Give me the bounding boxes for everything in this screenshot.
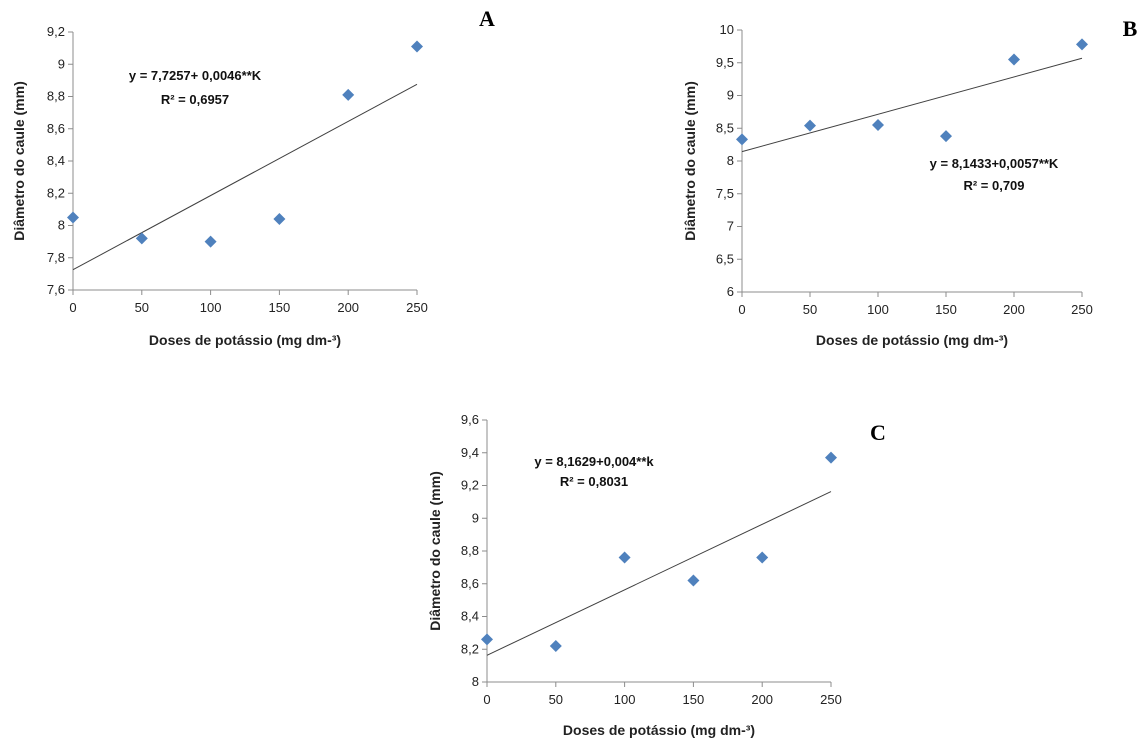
y-tick-label: 6,5 xyxy=(716,251,734,266)
y-tick-label: 8,2 xyxy=(461,641,479,656)
panel-letter: A xyxy=(479,6,495,31)
data-point xyxy=(618,551,631,564)
y-tick-label: 6 xyxy=(727,284,734,299)
data-point xyxy=(756,551,769,564)
x-tick-label: 150 xyxy=(935,302,957,317)
regression-equation: y = 8,1433+0,0057**K xyxy=(930,156,1059,171)
data-point xyxy=(1008,53,1020,66)
y-tick-label: 9 xyxy=(472,510,479,525)
r-squared-label: R² = 0,8031 xyxy=(560,474,628,489)
y-tick-label: 8,8 xyxy=(461,543,479,558)
data-point xyxy=(825,451,837,464)
y-tick-label: 9,5 xyxy=(716,55,734,70)
data-point xyxy=(687,574,700,587)
x-tick-label: 150 xyxy=(683,692,705,707)
trendline xyxy=(741,57,1083,153)
r-squared-label: R² = 0,6957 xyxy=(161,92,229,107)
x-tick-label: 100 xyxy=(614,692,636,707)
x-tick-label: 200 xyxy=(1003,302,1025,317)
y-axis-title: Diâmetro do caule (mm) xyxy=(682,81,698,240)
y-tick-label: 9 xyxy=(58,56,65,71)
x-tick-label: 50 xyxy=(549,692,563,707)
y-tick-label: 8,6 xyxy=(47,121,65,136)
y-tick-label: 9,6 xyxy=(461,412,479,427)
y-axis-title: Diâmetro do caule (mm) xyxy=(11,81,27,240)
data-point xyxy=(1076,38,1088,51)
x-axis-title: Doses de potássio (mg dm-³) xyxy=(563,722,755,738)
x-tick-label: 250 xyxy=(406,300,428,315)
x-tick-label: 250 xyxy=(820,692,842,707)
data-point xyxy=(872,118,884,131)
chart-panel-a: 7,6 7,8 8 8,2 8,4 8,6 8,8 9 9,2 0 50 100 150 200 250 Do… xyxy=(11,6,495,348)
x-tick-label: 50 xyxy=(803,302,817,317)
x-axis-title: Doses de potássio (mg dm-³) xyxy=(149,332,341,348)
y-tick-label: 8 xyxy=(58,218,65,233)
data-point xyxy=(273,213,286,226)
x-tick-label: 150 xyxy=(269,300,291,315)
trendline xyxy=(72,83,418,271)
y-tick-label: 8,5 xyxy=(716,120,734,135)
data-point xyxy=(135,232,148,245)
y-tick-label: 7,8 xyxy=(47,250,65,265)
y-tick-label: 10 xyxy=(720,22,734,37)
data-point xyxy=(804,119,816,132)
data-point xyxy=(736,133,748,146)
x-tick-label: 100 xyxy=(867,302,889,317)
y-tick-label: 8,2 xyxy=(47,185,65,200)
x-tick-label: 200 xyxy=(751,692,773,707)
x-tick-label: 0 xyxy=(483,692,490,707)
data-point xyxy=(411,40,423,53)
y-tick-label: 9,4 xyxy=(461,445,479,460)
regression-equation: y = 8,1629+0,004**k xyxy=(534,454,654,469)
y-tick-label: 9 xyxy=(727,88,734,103)
data-point xyxy=(204,235,217,248)
y-tick-label: 8 xyxy=(472,674,479,689)
data-point xyxy=(481,633,493,646)
panel-letter: B xyxy=(1123,16,1138,41)
y-tick-label: 7 xyxy=(727,219,734,234)
x-tick-label: 200 xyxy=(337,300,359,315)
y-tick-label: 8 xyxy=(727,153,734,168)
y-tick-label: 8,4 xyxy=(461,609,479,624)
y-tick-label: 8,8 xyxy=(47,89,65,104)
y-tick-label: 7,6 xyxy=(47,282,65,297)
x-tick-label: 250 xyxy=(1071,302,1093,317)
y-axis-title: Diâmetro do caule (mm) xyxy=(427,471,443,630)
y-tick-label: 8,4 xyxy=(47,153,65,168)
data-point xyxy=(940,130,952,143)
regression-equation: y = 7,7257+ 0,0046**K xyxy=(129,68,262,83)
y-tick-label: 9,2 xyxy=(461,478,479,493)
y-tick-label: 9,2 xyxy=(47,24,65,39)
x-tick-label: 0 xyxy=(738,302,745,317)
data-point xyxy=(549,639,562,652)
trendline xyxy=(486,491,832,656)
x-tick-label: 0 xyxy=(69,300,76,315)
x-tick-label: 100 xyxy=(200,300,222,315)
x-tick-label: 50 xyxy=(135,300,149,315)
y-tick-label: 8,6 xyxy=(461,576,479,591)
y-tick-label: 7,5 xyxy=(716,186,734,201)
panel-letter: C xyxy=(870,420,886,445)
data-point xyxy=(342,88,355,101)
data-point xyxy=(67,211,79,224)
r-squared-label: R² = 0,709 xyxy=(963,178,1024,193)
chart-panel-c: 8 8,2 8,4 8,6 8,8 9 9,2 9,4 9,6 0 50 100 150 200 250 Do… xyxy=(427,412,886,738)
x-axis-title: Doses de potássio (mg dm-³) xyxy=(816,332,1008,348)
